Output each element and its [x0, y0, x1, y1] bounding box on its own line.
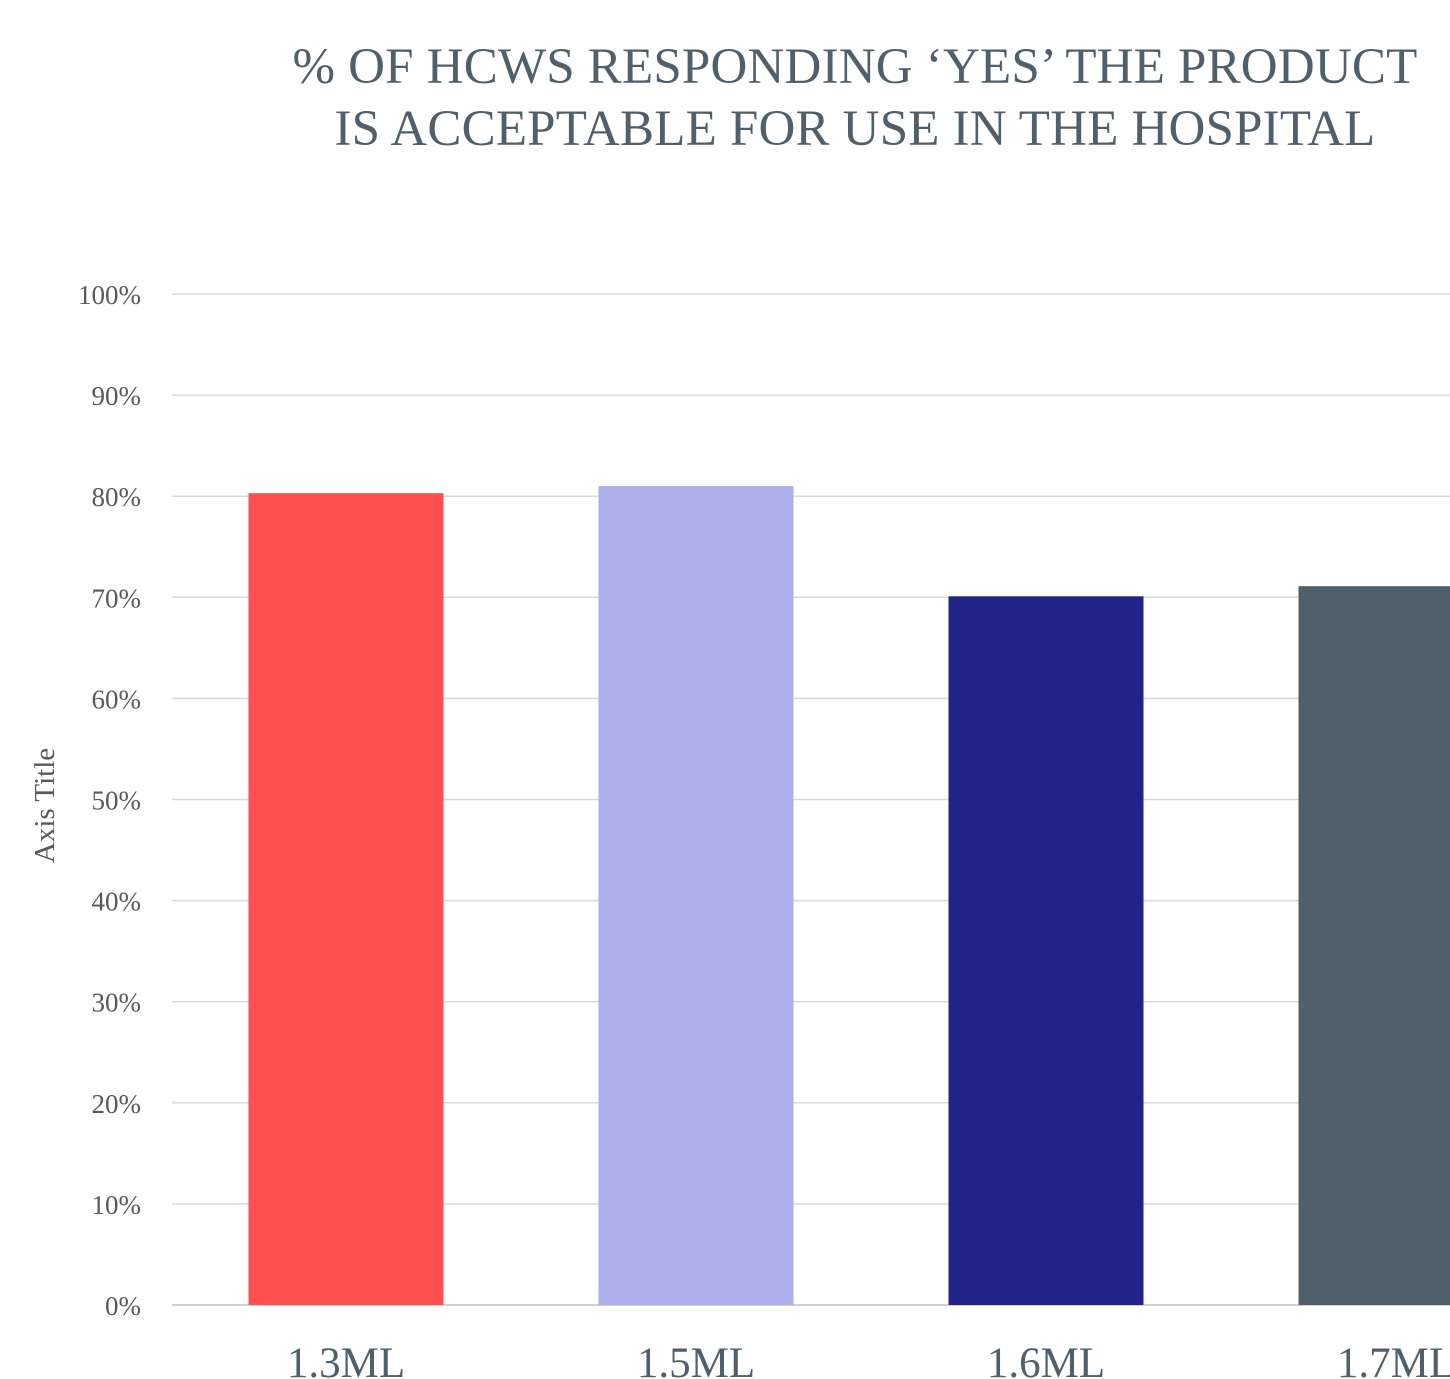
y-tick-labels: 0% 10% 20% 30% 40% 50% 60% 70% 80% 90% 100%: [78, 280, 141, 1321]
y-tick-label: 20%: [92, 1089, 142, 1119]
y-tick-label: 40%: [92, 887, 142, 917]
y-tick-label: 60%: [92, 684, 142, 714]
y-tick-label: 80%: [92, 482, 142, 512]
y-tick-label: 70%: [92, 583, 142, 613]
y-tick-label: 30%: [92, 988, 142, 1018]
y-axis-title: Axis Title: [29, 748, 61, 863]
bar-1-6ml: [948, 596, 1144, 1305]
chart-title: % OF HCWS RESPONDING ‘YES’ THE PRODUCT I…: [140, 36, 1450, 160]
y-tick-label: 100%: [78, 280, 141, 310]
x-tick-label: 1.5ML: [637, 1340, 755, 1379]
x-tick-label: 1.3ML: [287, 1340, 405, 1379]
bar-1-3ml: [248, 493, 444, 1305]
x-tick-label: 1.7ML: [1337, 1340, 1450, 1379]
chart-title-line-2: IS ACCEPTABLE FOR USE IN THE HOSPITAL: [334, 101, 1376, 157]
y-tick-label: 90%: [92, 381, 142, 411]
y-tick-label: 0%: [105, 1291, 141, 1321]
bar-1-5ml: [598, 486, 794, 1306]
x-tick-label: 1.6ML: [987, 1340, 1105, 1379]
bars: [248, 486, 1450, 1306]
y-tick-label: 10%: [92, 1190, 142, 1220]
chart-title-line-1: % OF HCWS RESPONDING ‘YES’ THE PRODUCT: [292, 39, 1418, 95]
y-tick-label: 50%: [92, 786, 142, 816]
bar-1-7ml: [1298, 586, 1450, 1305]
x-tick-labels: 1.3ML 1.5ML 1.6ML 1.7ML: [287, 1340, 1450, 1379]
